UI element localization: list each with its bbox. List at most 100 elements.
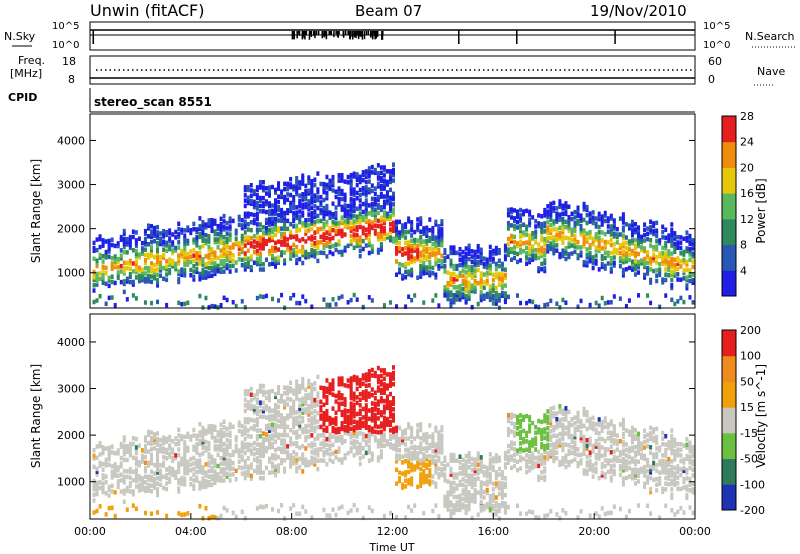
velocity-cell [485,465,489,471]
velocity-cell [376,388,380,393]
velocity-cell [231,449,235,455]
velocity-cell [295,468,299,474]
velocity-cell [325,436,329,442]
power-cell [219,258,223,264]
power-cell [304,298,308,304]
velocity-cell [537,463,541,469]
power-cell [388,214,392,219]
velocity-cell [204,439,208,445]
velocity-cell [364,442,368,447]
velocity-cell [286,449,290,455]
velocity-cell [404,515,408,520]
velocity-cell [177,461,181,466]
power-cell [425,233,429,239]
power-cell [585,247,589,252]
power-cell [546,209,550,214]
velocity-cell [434,447,438,453]
power-cell [449,304,453,309]
power-cell [349,297,353,303]
power-cell [361,185,365,191]
power-cell [679,245,683,251]
power-cell [274,216,278,222]
power-cell [225,255,229,260]
power-cell [165,264,169,269]
power-cell [500,280,504,285]
power-cell [537,242,541,247]
velocity-cell [358,442,362,447]
power-cell [528,238,532,244]
power-cell [174,261,178,267]
power-cell [140,272,144,278]
power-cell [101,243,105,248]
power-cell [228,227,232,232]
power-cell [367,211,371,216]
power-cell [621,254,625,260]
power-cell [131,234,135,240]
velocity-cell [153,476,157,482]
velocity-cell [540,436,544,441]
velocity-cell [234,449,238,454]
velocity-cell [358,425,362,430]
power-cell [283,258,287,263]
power-cell [497,295,501,301]
velocity-cell [446,493,450,498]
power-cell [270,221,274,227]
power-cell [506,242,510,247]
velocity-cell [382,368,386,373]
power-cell [364,219,368,224]
power-cell [549,236,553,241]
power-cell [561,216,565,222]
velocity-cell [143,488,147,494]
power-cell [283,200,287,205]
power-cell [476,246,480,252]
velocity-cell [207,454,211,460]
velocity-cell [201,481,205,487]
velocity-cell [531,460,535,465]
velocity-cell [322,410,326,416]
power-cell [270,211,274,216]
velocity-cell [331,428,335,434]
power-cell [579,226,583,232]
power-cell [549,204,553,209]
power-cell [391,194,395,199]
nsky-mark [325,31,328,40]
power-cell [258,294,262,299]
power-cell [159,241,163,247]
velocity-cell [476,456,480,462]
power-cell [422,252,426,258]
power-cell [156,272,160,278]
power-cell [128,237,132,243]
velocity-cell [243,408,247,414]
power-cell [310,253,314,258]
velocity-cell [304,423,308,429]
power-cell [437,239,441,245]
power-cell [274,203,278,209]
velocity-cell [331,425,335,431]
velocity-cell [379,432,383,437]
power-cell [455,297,459,302]
power-cell [434,259,438,264]
power-cell [385,169,389,174]
velocity-cell [258,389,262,394]
power-cell [482,296,486,302]
velocity-cell [249,473,253,479]
power-cell [519,239,523,245]
velocity-cell [92,478,96,484]
power-cell [246,195,250,201]
power-cell [373,202,377,207]
freq-tick-bottom: 8 [68,73,75,86]
velocity-cell [358,422,362,428]
velocity-cell [180,481,184,487]
velocity-cell [370,401,374,406]
power-cell [358,235,362,240]
power-cell [195,240,199,245]
velocity-cell [509,446,513,451]
velocity-cell [110,505,114,511]
power-cell [210,273,214,279]
power-cell [425,267,429,273]
velocity-cell [107,484,111,490]
power-cell [207,247,211,252]
velocity-cell [334,393,338,399]
power-cell [391,236,395,241]
velocity-cell [189,462,193,467]
